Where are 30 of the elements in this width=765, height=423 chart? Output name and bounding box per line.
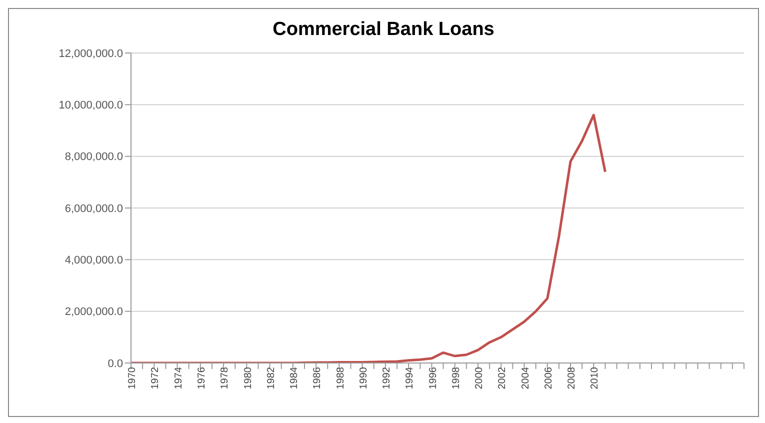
x-tick-label: 1980: [242, 366, 254, 390]
y-tick-label: 6,000,000.0: [64, 202, 123, 215]
x-tick-label: 1976: [196, 366, 208, 390]
x-tick-label: 2010: [590, 366, 601, 390]
x-tick-label: 1994: [404, 366, 416, 390]
x-tick-label: 1988: [335, 366, 346, 390]
x-tick-label: 1972: [150, 366, 162, 390]
x-tick-label: 1996: [428, 366, 439, 390]
chart-title: Commercial Bank Loans: [272, 18, 496, 42]
x-tick-label: 1984: [289, 366, 300, 390]
x-tick-label: 2006: [543, 366, 554, 390]
y-tick-label: 0.0: [108, 358, 123, 370]
y-tick-label: 2,000,000.0: [64, 306, 123, 318]
y-tick-label: 12,000,000.0: [58, 48, 123, 60]
x-tick-label: 1986: [312, 366, 324, 390]
x-tick-label: 1974: [173, 366, 184, 390]
x-tick-label: 2008: [566, 366, 578, 390]
x-tick-label: 1998: [450, 366, 462, 390]
line-series: [130, 114, 606, 363]
y-tick-label: 4,000,000.0: [64, 254, 123, 267]
x-tick-label: 1990: [358, 366, 370, 390]
y-tick-label: 8,000,000.0: [64, 151, 123, 164]
x-tick-label: 1982: [266, 366, 277, 390]
x-tick-label: 1992: [382, 366, 393, 390]
y-tick-label: 10,000,000.0: [58, 100, 123, 112]
x-tick-label: 2000: [474, 366, 486, 390]
x-tick-label: 1970: [127, 366, 138, 390]
x-tick-label: 2004: [520, 366, 532, 390]
x-tick-label: 1978: [220, 366, 231, 390]
x-tick-label: 2002: [497, 366, 508, 390]
